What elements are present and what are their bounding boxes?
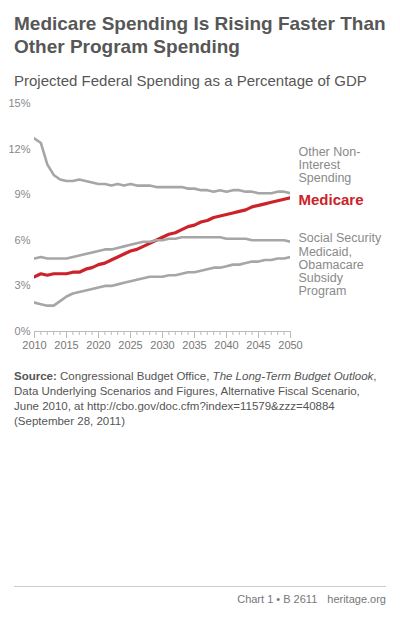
svg-text:15%: 15%	[8, 97, 30, 109]
svg-text:6%: 6%	[15, 234, 31, 246]
svg-text:3%: 3%	[15, 279, 31, 291]
svg-text:2025: 2025	[118, 339, 142, 351]
svg-text:Medicare: Medicare	[299, 191, 364, 208]
html-text:Chart 1 • B 2611: Chart 1 • B 2611	[237, 593, 318, 605]
svg-text:2040: 2040	[214, 339, 238, 351]
html-text:Projected Federal Spending as: Projected Federal Spending as a Percenta…	[14, 72, 367, 89]
html-text:Source: Congressional Budget O: Source: Congressional Budget Office, The…	[14, 370, 377, 427]
svg-text:9%: 9%	[15, 188, 31, 200]
svg-text:12%: 12%	[8, 143, 30, 155]
svg-text:2035: 2035	[182, 339, 206, 351]
svg-text:2010: 2010	[22, 339, 46, 351]
svg-text:2045: 2045	[246, 339, 270, 351]
html-text:Medicare Spending Is Rising Fa: Medicare Spending Is Rising Faster Than …	[14, 13, 386, 57]
html-text:heritage.org: heritage.org	[327, 593, 386, 605]
svg-text:Other Non-InterestSpending: Other Non-InterestSpending	[299, 145, 361, 185]
svg-text:2015: 2015	[54, 339, 78, 351]
svg-text:Social Security: Social Security	[299, 231, 382, 245]
svg-text:0%: 0%	[15, 325, 31, 337]
svg-text:2020: 2020	[86, 339, 110, 351]
svg-text:Medicaid,ObamacareSubsidyProgr: Medicaid,ObamacareSubsidyProgram	[299, 245, 364, 298]
svg-text:2030: 2030	[150, 339, 174, 351]
svg-text:2050: 2050	[278, 339, 302, 351]
